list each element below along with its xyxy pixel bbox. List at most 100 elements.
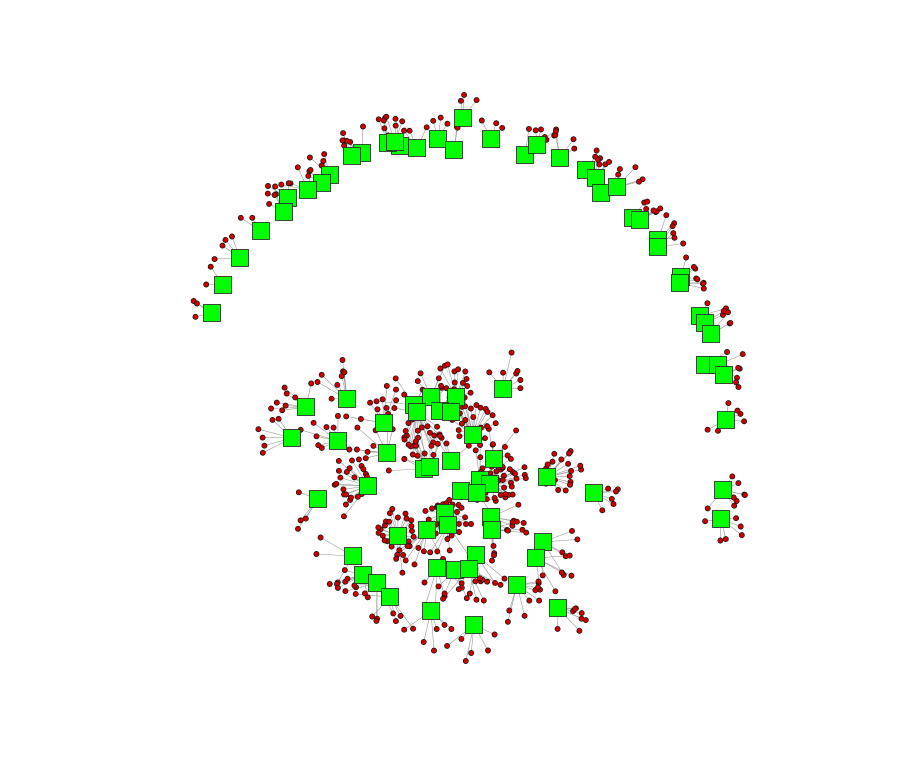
hub-node bbox=[538, 468, 556, 486]
leaf-node bbox=[392, 115, 399, 122]
leaf-node bbox=[422, 507, 429, 514]
leaf-node bbox=[566, 552, 573, 559]
leaf-node bbox=[538, 126, 544, 133]
leaf-node bbox=[544, 461, 551, 468]
leaf-node bbox=[482, 435, 488, 442]
leaf-node bbox=[354, 493, 361, 500]
leaf-node bbox=[477, 404, 484, 411]
leaf-node bbox=[420, 548, 427, 555]
leaf-node bbox=[477, 575, 483, 582]
leaf-node bbox=[352, 590, 359, 597]
hub-node bbox=[378, 444, 396, 462]
leaf-node bbox=[410, 533, 417, 540]
leaf-node bbox=[704, 300, 711, 307]
leaf-node bbox=[455, 586, 462, 593]
leaf-node bbox=[521, 612, 528, 619]
leaf-node bbox=[410, 625, 417, 632]
leaf-node bbox=[572, 605, 578, 612]
leaf-node bbox=[741, 492, 748, 498]
leaf-node bbox=[412, 438, 419, 445]
leaf-node bbox=[401, 626, 408, 633]
leaf-node bbox=[669, 223, 676, 230]
leaf-node bbox=[578, 615, 585, 622]
leaf-node bbox=[636, 178, 642, 185]
hub-node bbox=[714, 481, 732, 499]
leaf-node bbox=[354, 424, 361, 431]
leaf-node bbox=[405, 441, 412, 448]
leaf-node bbox=[519, 526, 526, 533]
leaf-node bbox=[342, 588, 349, 595]
leaf-node bbox=[389, 506, 396, 512]
leaf-node bbox=[466, 590, 473, 597]
leaf-node bbox=[272, 183, 279, 190]
leaf-node bbox=[335, 457, 342, 464]
leaf-node bbox=[207, 263, 214, 270]
leaf-node bbox=[411, 561, 418, 568]
leaf-node bbox=[297, 517, 304, 524]
leaf-node bbox=[341, 369, 348, 376]
leaf-node bbox=[349, 457, 355, 464]
leaf-node bbox=[379, 396, 386, 403]
leaf-node bbox=[402, 557, 409, 564]
leaf-node bbox=[435, 583, 442, 590]
leaf-node bbox=[294, 164, 301, 171]
leaf-node bbox=[334, 413, 341, 419]
leaf-node bbox=[513, 475, 520, 482]
hub-node bbox=[465, 616, 483, 634]
leaf-node bbox=[456, 433, 463, 440]
leaf-node bbox=[555, 487, 562, 493]
leaf-node bbox=[473, 97, 480, 104]
leaf-node bbox=[735, 364, 742, 371]
leaf-node bbox=[463, 521, 469, 528]
leaf-node bbox=[605, 485, 612, 492]
hub-node bbox=[592, 184, 610, 202]
leaf-node bbox=[421, 579, 428, 586]
leaf-node bbox=[694, 276, 701, 283]
leaf-node bbox=[437, 365, 444, 372]
leaf-node bbox=[323, 424, 330, 431]
leaf-node bbox=[644, 198, 651, 205]
leaf-node bbox=[657, 205, 664, 212]
leaf-node bbox=[738, 532, 745, 539]
leaf-node bbox=[408, 517, 415, 524]
hub-node bbox=[381, 588, 399, 606]
leaf-node bbox=[409, 451, 416, 458]
hub-node bbox=[329, 432, 347, 450]
hub-node bbox=[299, 181, 317, 199]
leaf-node bbox=[414, 427, 421, 434]
leaf-node bbox=[406, 127, 413, 134]
leaf-node bbox=[401, 436, 408, 443]
leaf-node bbox=[292, 394, 299, 401]
leaf-node bbox=[459, 379, 466, 386]
leaf-node bbox=[266, 200, 273, 207]
leaf-node bbox=[429, 505, 435, 512]
leaf-node bbox=[508, 349, 515, 356]
leaf-node bbox=[440, 595, 447, 602]
leaf-node bbox=[417, 370, 424, 377]
leaf-node bbox=[402, 510, 409, 517]
leaf-node bbox=[501, 443, 508, 450]
leaf-node bbox=[509, 519, 516, 526]
leaf-node bbox=[317, 534, 324, 541]
leaf-node bbox=[401, 391, 408, 398]
leaf-node bbox=[346, 465, 353, 472]
leaf-node bbox=[364, 448, 371, 455]
leaf-node bbox=[467, 389, 474, 396]
hub-node bbox=[468, 484, 486, 502]
leaf-node bbox=[486, 369, 493, 376]
leaf-node bbox=[571, 145, 578, 152]
leaf-node bbox=[435, 375, 442, 382]
leaf-node bbox=[397, 612, 404, 619]
leaf-node bbox=[268, 405, 275, 412]
leaf-node bbox=[499, 124, 506, 131]
hub-node bbox=[454, 109, 472, 127]
leaf-node bbox=[502, 491, 509, 498]
leaf-node bbox=[512, 470, 518, 477]
hub-node bbox=[585, 484, 603, 502]
leaf-node bbox=[741, 418, 748, 425]
hub-node bbox=[408, 403, 426, 421]
leaf-node bbox=[504, 618, 511, 625]
leaf-node bbox=[606, 158, 613, 165]
hub-node bbox=[389, 527, 407, 545]
leaf-node bbox=[355, 456, 362, 463]
